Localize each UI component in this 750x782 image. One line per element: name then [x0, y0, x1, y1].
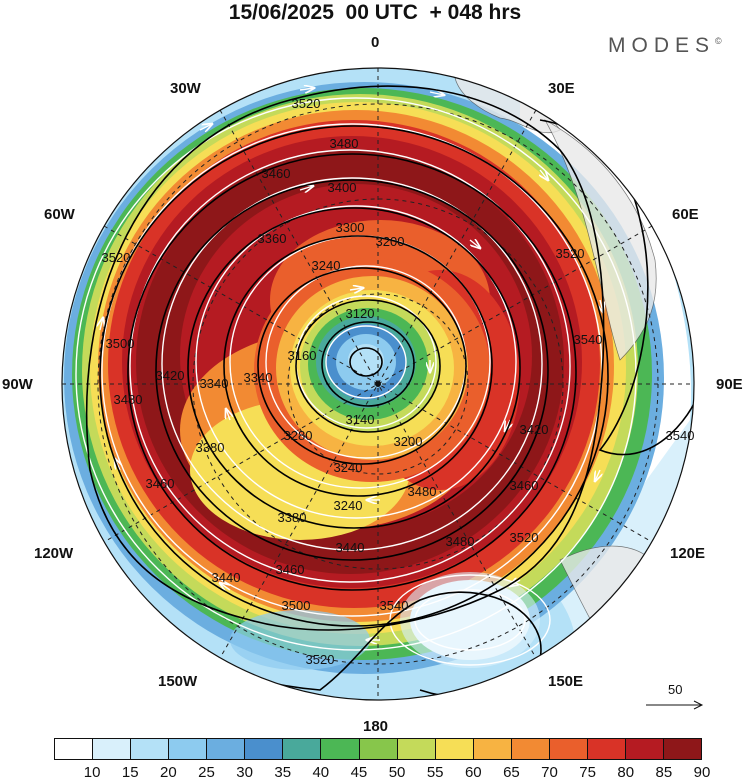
longitude-label: 90E — [716, 376, 743, 393]
colorbar-tick-label: 70 — [541, 764, 558, 781]
reference-vector-arrow — [646, 700, 704, 710]
colorbar-tick-label: 35 — [274, 764, 292, 781]
colorbar-swatch — [664, 739, 702, 759]
longitude-label: 90W — [2, 376, 33, 393]
colorbar-swatch — [93, 739, 132, 759]
colorbar — [54, 738, 702, 760]
contour-label: 3540 — [380, 598, 409, 613]
longitude-label: 60E — [672, 206, 699, 223]
contour-label: 3420 — [156, 368, 185, 383]
colorbar-swatch — [359, 739, 398, 759]
map-title: 15/06/2025 00 UTC + 048 hrs — [228, 1, 522, 24]
colorbar-tick-label: 80 — [617, 764, 635, 781]
contour-label: 3120 — [346, 306, 375, 321]
longitude-label: 150E — [548, 673, 584, 690]
longitude-label: 30E — [548, 80, 575, 97]
colorbar-tick-label: 75 — [579, 764, 596, 781]
height-contours — [69, 85, 694, 699]
contour-label: 3360 — [258, 231, 287, 246]
colorbar-tick-label: 50 — [388, 764, 406, 781]
colorbar-tick-label: 25 — [198, 764, 215, 781]
colorbar-tick-label: 90 — [693, 764, 711, 781]
contour-label: 3520 — [292, 96, 321, 111]
colorbar-tick-label: 10 — [83, 764, 101, 781]
colorbar-tick-label: 30 — [236, 764, 253, 781]
colorbar-swatch — [625, 739, 664, 759]
contour-label: 3240 — [334, 460, 363, 475]
contour-label: 3520 — [306, 652, 335, 667]
contour-label: 3520 — [556, 246, 585, 261]
contour-label: 3500 — [106, 336, 135, 351]
contour-labels: 3520 3480 3460 3400 3360 3300 3200 3240 … — [102, 96, 695, 667]
colorbar-swatch — [321, 739, 360, 759]
contour-label: 3240 — [312, 258, 341, 273]
colorbar-swatch — [549, 739, 588, 759]
colorbar-swatch — [207, 739, 246, 759]
longitude-label: 180 — [363, 718, 389, 735]
colorbar-swatch — [587, 739, 626, 759]
south-pole-marker — [375, 381, 381, 387]
longitude-label: 0 — [371, 34, 380, 51]
contour-label: 3300 — [336, 220, 365, 235]
polar-map: 3520 3480 3460 3400 3360 3300 3200 3240 … — [61, 67, 695, 701]
contour-label: 3480 — [408, 484, 437, 499]
contour-label: 3380 — [278, 510, 307, 525]
longitude-label: 120E — [670, 545, 706, 562]
contour-label: 3540 — [666, 428, 695, 443]
colorbar-tick-label: 40 — [312, 764, 330, 781]
colorbar-tick-label: 85 — [655, 764, 673, 781]
contour-label: 3500 — [282, 598, 311, 613]
contour-label: 3480 — [330, 136, 359, 151]
colorbar-swatch — [473, 739, 512, 759]
longitude-label: 150W — [158, 673, 198, 690]
contour-label: 3480 — [446, 534, 475, 549]
contour-label: 3160 — [288, 348, 317, 363]
contour-label: 3440 — [212, 570, 241, 585]
colorbar-swatch — [435, 739, 474, 759]
contour-label: 3200 — [394, 434, 423, 449]
contour-label: 3460 — [262, 166, 291, 181]
contour-label: 3200 — [376, 234, 405, 249]
colorbar-swatch — [283, 739, 322, 759]
contour-label: 3420 — [520, 422, 549, 437]
contour-label: 3280 — [284, 428, 313, 443]
reference-vector-label: 50 — [668, 682, 683, 697]
contour-label: 3140 — [346, 412, 375, 427]
colorbar-swatch — [131, 739, 170, 759]
colorbar-swatch — [169, 739, 208, 759]
contour-label: 3380 — [196, 440, 225, 455]
contour-label: 3460 — [510, 478, 539, 493]
colorbar-swatch — [511, 739, 550, 759]
longitude-label: 60W — [44, 206, 75, 223]
colorbar-tick-label: 20 — [160, 764, 177, 781]
longitude-label: 30W — [170, 80, 201, 97]
colorbar-swatch — [397, 739, 436, 759]
colorbar-tick-label: 15 — [121, 764, 139, 781]
contour-label: 3400 — [328, 180, 357, 195]
contour-label: 3520 — [102, 250, 131, 265]
contour-label: 3440 — [336, 540, 365, 555]
contour-label: 3340 — [244, 370, 273, 385]
colorbar-swatch — [55, 739, 94, 759]
contour-label: 3460 — [276, 562, 305, 577]
colorbar-tick-label: 65 — [503, 764, 520, 781]
colorbar-tick-label: 45 — [350, 764, 368, 781]
colorbar-swatch — [245, 739, 284, 759]
brand-logo: MODES© — [608, 34, 722, 57]
map-boundary — [61, 67, 695, 701]
contour-label: 3460 — [146, 476, 175, 491]
colorbar-tick-label: 55 — [426, 764, 444, 781]
contour-label: 3240 — [334, 498, 363, 513]
contour-label: 3520 — [510, 530, 539, 545]
contour-label: 3540 — [574, 332, 603, 347]
longitude-label: 120W — [34, 545, 74, 562]
colorbar-tick-label: 60 — [464, 764, 482, 781]
contour-label: 3340 — [200, 376, 229, 391]
contour-label: 3480 — [114, 392, 143, 407]
